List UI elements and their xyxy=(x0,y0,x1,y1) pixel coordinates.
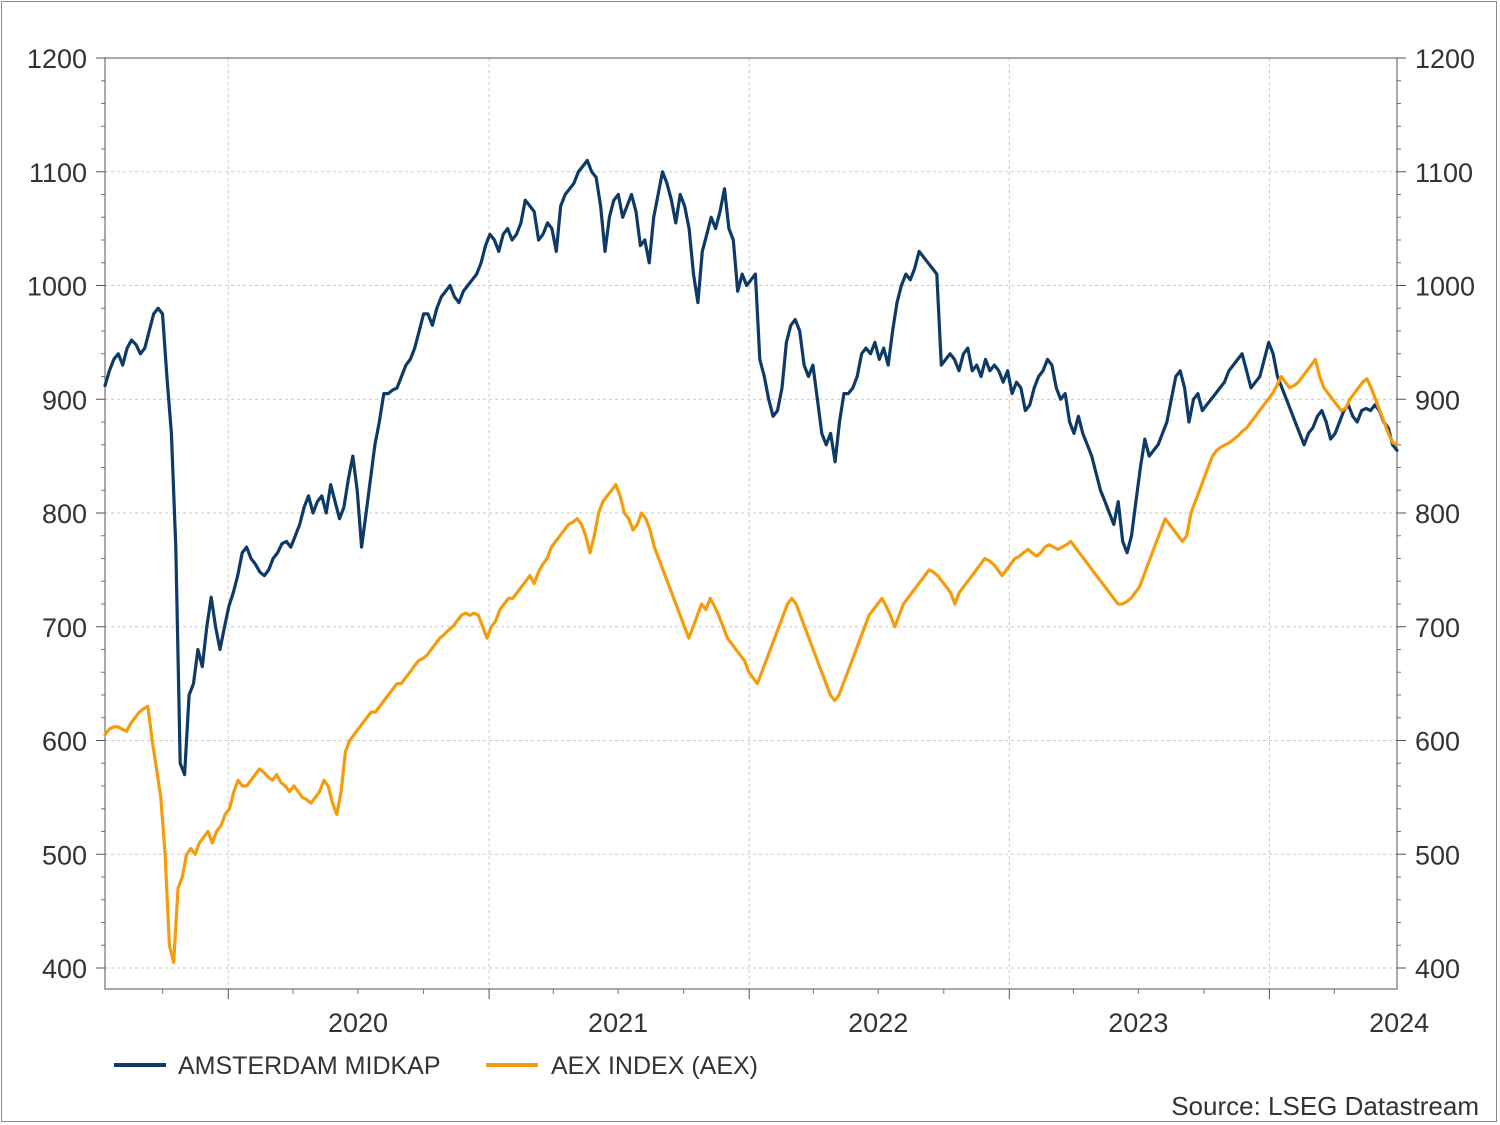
x-tick-label: 2021 xyxy=(588,1008,648,1038)
y-tick-label-left: 1100 xyxy=(29,158,87,188)
legend: AMSTERDAM MIDKAP AEX INDEX (AEX) xyxy=(114,1052,758,1080)
source-note: Source: LSEG Datastream xyxy=(1171,1091,1479,1121)
y-tick-label-right: 700 xyxy=(1415,613,1460,643)
y-tick-label-right: 900 xyxy=(1415,385,1460,415)
gridlines xyxy=(105,57,1397,989)
x-tick-label: 2020 xyxy=(328,1008,388,1038)
y-tick-label-left: 800 xyxy=(42,499,87,529)
y-tick-label-right: 400 xyxy=(1415,954,1460,984)
legend-label-aex-index: AEX INDEX (AEX) xyxy=(551,1052,758,1080)
y-tick-label-right: 1000 xyxy=(1415,272,1475,302)
y-tick-label-left: 900 xyxy=(42,385,87,415)
y-tick-label-right: 500 xyxy=(1415,840,1460,870)
series-line-amsterdam-midkap xyxy=(103,158,1399,777)
series-line-aex-index xyxy=(103,357,1399,964)
axes: 400 400 500 500 600 600 700 700 800 800 900 900 1000… xyxy=(27,44,1475,1038)
y-tick-label-left: 600 xyxy=(42,727,87,757)
y-tick-label-left: 500 xyxy=(42,840,87,870)
y-tick-label-right: 1100 xyxy=(1415,158,1473,188)
series-lines xyxy=(103,158,1399,964)
x-tick-label: 2023 xyxy=(1108,1008,1168,1038)
y-tick-label-right: 600 xyxy=(1415,727,1460,757)
y-tick-label-left: 400 xyxy=(42,954,87,984)
plot-area-border xyxy=(104,57,1398,990)
x-tick-label: 2024 xyxy=(1369,1008,1429,1038)
y-tick-label-left: 700 xyxy=(42,613,87,643)
x-tick-label: 2022 xyxy=(848,1008,908,1038)
y-tick-label-left: 1200 xyxy=(27,44,87,74)
legend-label-amsterdam-midkap: AMSTERDAM MIDKAP xyxy=(178,1052,441,1080)
y-tick-label-right: 800 xyxy=(1415,499,1460,529)
y-tick-label-right: 1200 xyxy=(1415,44,1475,74)
y-tick-label-left: 1000 xyxy=(27,272,87,302)
